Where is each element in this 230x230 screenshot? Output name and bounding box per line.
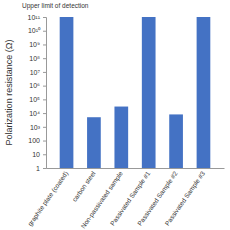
y-tick: 10¹¹	[28, 14, 46, 21]
y-tick-mark	[43, 86, 46, 87]
plot: 1 10 100 10³ 10⁴ 10⁵ 10⁶ 10⁷ 10⁸ 10⁹ 10¹⁰ 10¹¹ graph…	[26, 14, 224, 230]
y-tick: 10⁴	[29, 110, 46, 117]
y-tick-label: 10¹⁰	[28, 27, 41, 34]
y-tick-label: 10⁴	[29, 110, 40, 117]
x-tick-label: carbon steel	[71, 169, 97, 202]
bars	[60, 17, 211, 168]
y-tick-label: 1	[36, 165, 40, 172]
y-tick: 10	[32, 151, 46, 158]
y-tick-label: 10¹¹	[28, 14, 41, 21]
y-tick-label: 100	[28, 137, 40, 144]
x-tick: graphite plate (coated)	[26, 168, 70, 228]
bar	[142, 17, 156, 168]
bar	[197, 17, 211, 168]
y-tick: 10³	[30, 124, 46, 131]
y-axis-title: Polarization resistance (Ω)	[4, 40, 14, 146]
y-tick-label: 10⁸	[29, 55, 40, 62]
y-tick: 10⁸	[29, 55, 46, 62]
y-tick: 10⁵	[29, 96, 46, 103]
x-tick: Passivated Sample #3	[163, 168, 207, 227]
y-tick-mark	[43, 99, 46, 100]
y-tick-mark	[43, 127, 46, 128]
chart: 1 10 100 10³ 10⁴ 10⁵ 10⁶ 10⁷ 10⁸ 10⁹ 10¹⁰ 10¹¹ graph…	[0, 0, 230, 230]
y-tick: 10⁹	[29, 41, 46, 48]
y-axis: 1 10 100 10³ 10⁴ 10⁵ 10⁶ 10⁷ 10⁸ 10⁹ 10¹⁰ 10¹¹	[28, 14, 47, 172]
y-tick-mark	[43, 141, 46, 142]
x-tick: carbon steel	[71, 168, 97, 203]
y-tick: 10⁶	[29, 82, 46, 89]
y-tick-label: 10⁷	[30, 69, 41, 76]
y-tick-label: 10⁶	[29, 82, 40, 89]
x-axis: graphite plate (coated)carbon steelNon-p…	[26, 168, 224, 230]
x-tick-label: Passivated Sample #3	[163, 170, 207, 228]
y-tick-label: 10⁵	[29, 96, 40, 103]
y-tick-mark	[43, 17, 46, 18]
y-axis-line	[43, 18, 47, 169]
x-tick-label: graphite plate (coated)	[26, 170, 70, 228]
y-tick-mark	[43, 58, 46, 59]
y-tick-mark	[43, 31, 46, 32]
bar	[114, 107, 128, 168]
x-axis-line	[47, 168, 225, 169]
y-tick: 10¹⁰	[28, 27, 46, 34]
y-tick: 1	[36, 165, 46, 172]
y-tick-label: 10³	[30, 124, 41, 131]
y-tick: 100	[28, 137, 46, 144]
bar	[169, 114, 183, 168]
y-tick-mark	[43, 113, 46, 114]
y-tick-label: 10	[32, 151, 40, 158]
y-tick-label: 10⁹	[29, 41, 40, 48]
bar	[87, 117, 101, 168]
y-tick-mark	[43, 44, 46, 45]
y-tick-mark	[43, 154, 46, 155]
y-tick-mark	[43, 168, 46, 169]
annotation: Upper limit of detection	[22, 2, 89, 10]
bar	[60, 17, 74, 168]
y-tick: 10⁷	[30, 69, 46, 76]
y-tick-mark	[43, 72, 46, 73]
